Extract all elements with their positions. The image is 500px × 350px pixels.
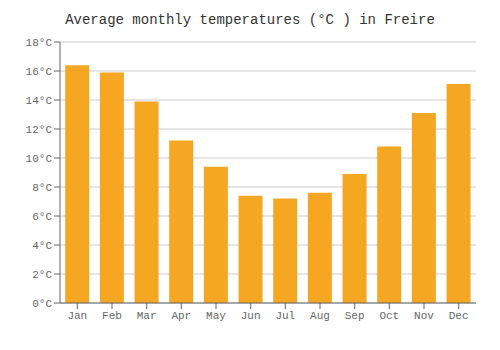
svg-text:Jan: Jan <box>67 310 87 322</box>
html-text:Average monthly temperatures (: Average monthly temperatures (°C ) in Fr… <box>65 12 435 28</box>
svg-text:Feb: Feb <box>102 310 122 322</box>
svg-text:Jul: Jul <box>275 310 295 322</box>
svg-text:May: May <box>206 310 226 322</box>
svg-text:Nov: Nov <box>414 310 434 322</box>
svg-text:Apr: Apr <box>171 310 191 322</box>
svg-text:6°C: 6°C <box>32 211 52 223</box>
svg-text:Dec: Dec <box>449 310 469 322</box>
svg-text:14°C: 14°C <box>26 95 53 107</box>
svg-text:Aug: Aug <box>310 310 330 322</box>
svg-text:18°C: 18°C <box>26 37 53 49</box>
svg-text:Sep: Sep <box>345 310 365 322</box>
svg-text:12°C: 12°C <box>26 124 53 136</box>
svg-text:16°C: 16°C <box>26 66 53 78</box>
svg-text:0°C: 0°C <box>32 298 52 310</box>
svg-text:Jun: Jun <box>241 310 261 322</box>
svg-text:4°C: 4°C <box>32 240 52 252</box>
svg-text:Oct: Oct <box>379 310 399 322</box>
svg-text:8°C: 8°C <box>32 182 52 194</box>
svg-text:2°C: 2°C <box>32 269 52 281</box>
svg-text:Mar: Mar <box>137 310 157 322</box>
svg-text:10°C: 10°C <box>26 153 53 165</box>
